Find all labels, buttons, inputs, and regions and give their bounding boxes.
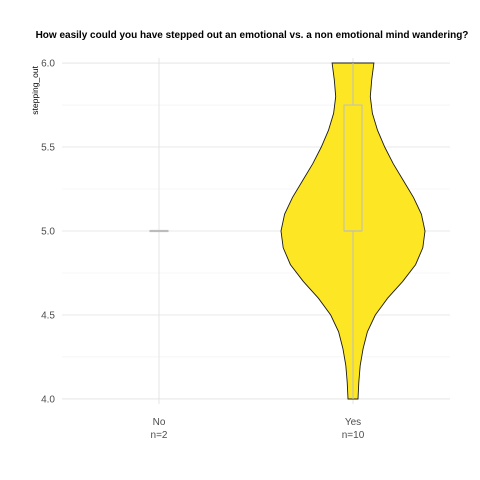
tick-labels: 4.0 4.5 5.0 5.5 6.0 No n=2 Yes n=10 bbox=[41, 59, 365, 441]
y-tick-label: 4.5 bbox=[41, 310, 55, 321]
y-tick-label: 5.0 bbox=[41, 227, 55, 238]
y-tick-label: 6.0 bbox=[41, 59, 55, 70]
x-tick-count-no: n=2 bbox=[151, 430, 168, 441]
y-tick-label: 4.0 bbox=[41, 394, 55, 405]
chart-title: How easily could you have stepped out an… bbox=[36, 30, 469, 41]
y-tick-label: 5.5 bbox=[41, 143, 55, 154]
y-axis-label: stepping_out bbox=[30, 65, 40, 114]
x-tick-count-yes: n=10 bbox=[342, 430, 365, 441]
boxplots bbox=[149, 63, 363, 399]
x-tick-label-no: No bbox=[153, 417, 166, 428]
x-tick-label-yes: Yes bbox=[345, 417, 361, 428]
